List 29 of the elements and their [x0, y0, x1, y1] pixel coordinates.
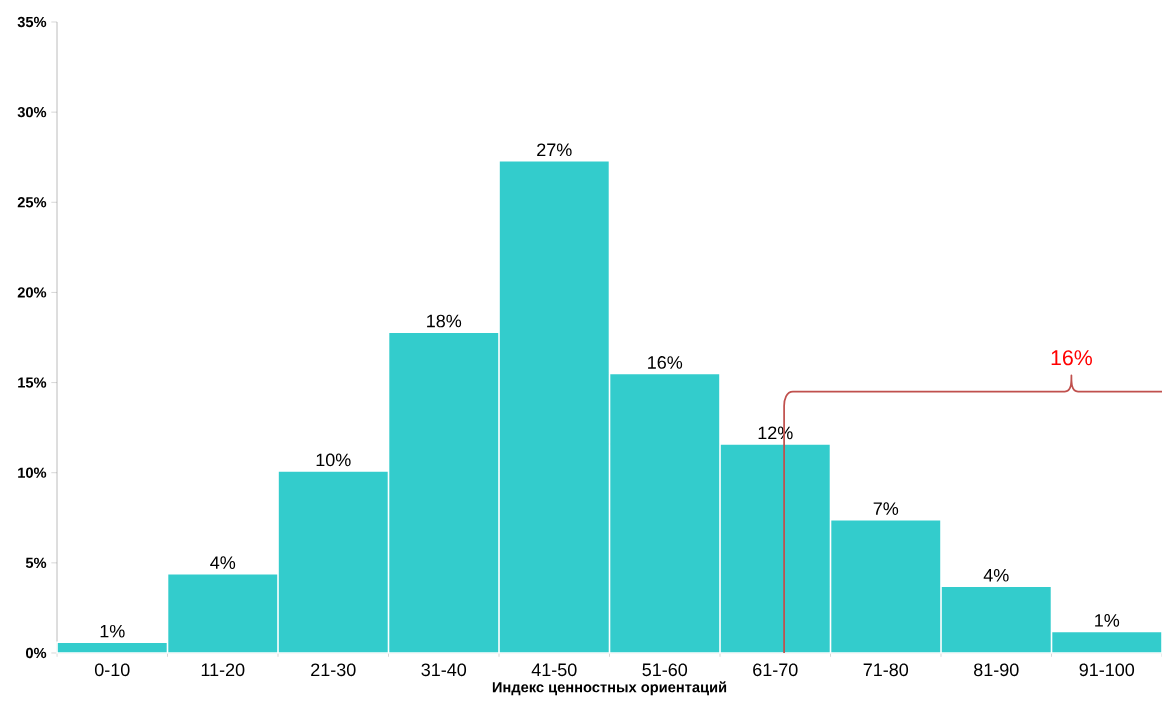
data-label: 27% [537, 143, 572, 157]
y-tick-label: 10% [18, 467, 47, 478]
x-axis-title: Индекс ценностных ориентаций [492, 681, 727, 696]
x-tick-label: 61-70 [753, 663, 798, 677]
data-label: 7% [873, 502, 899, 515]
data-label: 4% [983, 568, 1009, 582]
y-tick-label: 25% [17, 197, 47, 208]
x-tick-label: 51-60 [642, 663, 688, 677]
x-tick-label: 21-30 [311, 663, 356, 677]
x-tick-label: 0-10 [94, 663, 130, 677]
data-label: 10% [316, 453, 351, 467]
y-tick-label: 0% [25, 647, 47, 659]
data-label: 1% [1095, 614, 1120, 627]
x-tick-label: 41-50 [531, 663, 577, 677]
data-label: 18% [427, 314, 462, 328]
y-tick-label: 20% [17, 287, 47, 298]
y-tick-label: 15% [18, 377, 47, 388]
x-tick-label: 31-40 [421, 663, 467, 677]
x-tick-label: 91-100 [1079, 663, 1135, 677]
data-label: 4% [210, 556, 236, 569]
y-tick-label: 5% [25, 557, 47, 569]
annotation: 16% [1051, 350, 1092, 366]
data-label: 1% [100, 624, 125, 638]
x-tick-label: 71-80 [863, 663, 909, 677]
y-tick-label: 30% [17, 106, 47, 118]
y-tick-label: 35% [17, 16, 47, 28]
data-label: 16% [648, 356, 683, 369]
x-tick-label: 81-90 [974, 663, 1019, 677]
x-tick-label: 11-20 [201, 663, 245, 677]
